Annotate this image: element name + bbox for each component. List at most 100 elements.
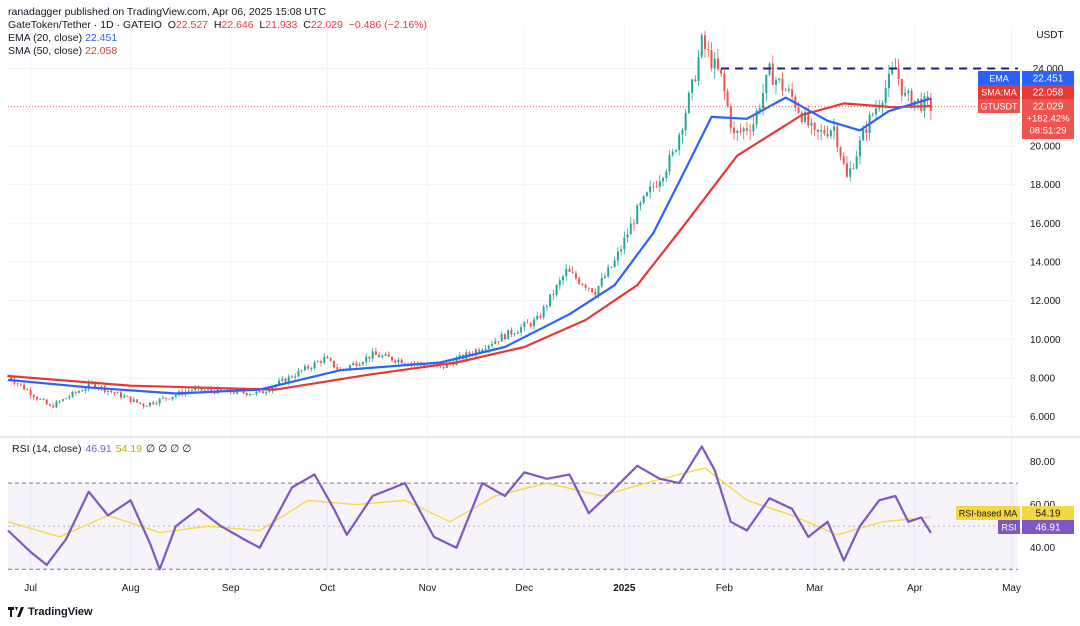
candle	[671, 151, 674, 155]
candle	[100, 386, 103, 389]
symbol-line[interactable]: GateToken/Tether · 1D · GATEIO O22.527 H…	[8, 19, 427, 32]
candle	[245, 392, 248, 396]
candle	[810, 122, 813, 126]
candle	[45, 399, 48, 405]
candle	[368, 356, 371, 359]
price-labels: 24.000 EMA 22.451 SMA:MA 22.058 GTUSDT 22.029+…	[956, 61, 1074, 534]
candle	[468, 352, 471, 355]
candle	[136, 399, 139, 403]
candle	[77, 391, 80, 393]
candle	[190, 390, 193, 391]
candle	[329, 358, 332, 361]
candle	[655, 186, 658, 188]
candle	[129, 396, 132, 402]
candle	[881, 102, 884, 108]
candle	[739, 130, 742, 132]
candle	[474, 349, 477, 355]
time-tick-label: Aug	[122, 583, 140, 594]
ema-legend[interactable]: EMA (20, close) 22.451	[8, 32, 427, 45]
candle	[310, 368, 313, 369]
candle	[862, 129, 865, 141]
sma-price-tag-name: SMA:MA	[981, 88, 1017, 98]
candle	[723, 73, 726, 92]
rsi-legend-label[interactable]: RSI (14, close) 46.91 54.19 ∅ ∅ ∅ ∅	[12, 443, 191, 455]
candle	[652, 186, 655, 188]
candle	[532, 319, 535, 327]
candle	[316, 361, 319, 363]
time-tick-label: Apr	[907, 583, 923, 594]
candle	[884, 88, 887, 103]
candle	[778, 78, 781, 81]
candle	[361, 362, 364, 365]
candle	[623, 237, 626, 250]
close-value: 22.029	[310, 19, 343, 31]
candle	[797, 107, 800, 113]
candle	[639, 202, 642, 206]
symbol-name[interactable]: GateToken/Tether · 1D · GATEIO	[8, 19, 162, 31]
last-price-tag: GTUSDT 22.029+182.42%08:51:29	[978, 99, 1074, 139]
time-tick-label: Oct	[320, 583, 336, 594]
sma-legend-label: SMA (50, close)	[8, 45, 83, 57]
candle	[784, 90, 787, 92]
candle	[823, 130, 826, 134]
candle	[39, 398, 42, 400]
candle	[174, 395, 177, 397]
candle	[255, 391, 258, 395]
candle	[636, 205, 639, 224]
candle	[94, 382, 97, 388]
candle	[926, 96, 929, 99]
logo-text: TradingView	[28, 606, 93, 618]
candle	[210, 389, 213, 392]
sma-legend[interactable]: SMA (50, close) 22.058	[8, 45, 427, 58]
candle	[145, 405, 148, 407]
candle	[32, 395, 35, 398]
candle	[139, 402, 142, 404]
candle	[242, 390, 245, 393]
candle	[713, 58, 716, 69]
candle	[365, 356, 368, 363]
last-price-tag-countdown: 08:51:29	[1030, 126, 1067, 137]
candle	[10, 376, 13, 381]
candle	[165, 397, 168, 399]
high-label: H	[213, 19, 222, 31]
candle	[394, 360, 397, 363]
candle	[536, 315, 539, 320]
rsi-tag-value-bg	[1022, 520, 1074, 534]
candle	[710, 49, 713, 69]
candle	[36, 397, 39, 400]
candle	[265, 392, 268, 394]
candle	[481, 349, 484, 352]
candle	[807, 112, 810, 126]
candle	[378, 354, 381, 358]
tradingview-logo[interactable]: TradingView	[8, 606, 93, 618]
candle	[900, 78, 903, 96]
candle	[781, 78, 784, 91]
candle	[132, 399, 135, 402]
publisher-line: ranadagger published on TradingView.com,…	[8, 6, 326, 18]
tradingview-logo-icon	[8, 607, 24, 617]
candle	[58, 401, 61, 402]
last-price-tag-name-bg	[978, 99, 1020, 113]
candle	[581, 283, 584, 285]
candle	[513, 333, 516, 335]
candle	[804, 112, 807, 123]
ema-price-tag-value: 22.451	[1033, 74, 1064, 85]
time-tick-label: Feb	[716, 583, 734, 594]
rsi-band-lines	[8, 482, 1018, 570]
open-value: 22.527	[175, 19, 209, 31]
candle	[916, 98, 919, 101]
candle	[503, 334, 506, 340]
resistance-price-tag-text: 24.000	[1033, 64, 1064, 75]
candle	[358, 364, 361, 366]
candle	[29, 389, 32, 396]
candle	[107, 390, 110, 392]
candle	[232, 392, 235, 394]
candle	[833, 126, 836, 131]
candle	[852, 168, 855, 170]
candle	[658, 181, 661, 187]
candle	[716, 58, 719, 70]
candle	[633, 223, 636, 225]
last-price-tag-bg	[1022, 99, 1074, 139]
candle	[687, 92, 690, 113]
